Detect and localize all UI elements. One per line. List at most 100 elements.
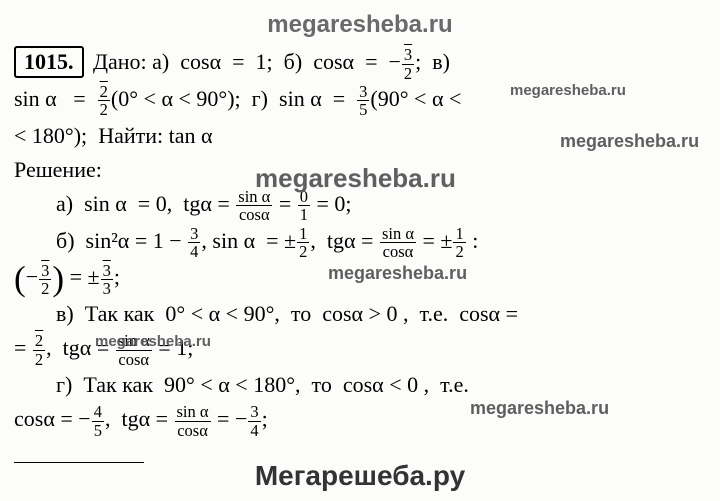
problem-number: 1015. [14, 46, 84, 78]
part-v-label: в) [432, 49, 450, 74]
deg0: 0° [165, 301, 185, 326]
expr: = [217, 406, 229, 431]
den2: 2 [297, 243, 309, 260]
expr: 0 [407, 372, 418, 397]
watermark-top: megaresheba.ru [14, 6, 706, 43]
lt: < [191, 301, 203, 326]
num1: 1 [297, 225, 309, 243]
alpha: α [218, 372, 230, 397]
den5: 5 [357, 101, 369, 118]
expr: = [361, 228, 373, 253]
expr: 0 [334, 191, 345, 216]
paren-l: ( [14, 259, 26, 298]
expr: = [217, 191, 229, 216]
expr: 1 [153, 228, 164, 253]
numsin: sin α [380, 225, 416, 243]
num3: 3 [248, 403, 260, 421]
sqrt2-num: 2 [100, 82, 108, 101]
den5: 5 [92, 422, 104, 439]
expr: 0 [386, 301, 397, 326]
den2: 2 [33, 351, 45, 368]
line-given-3: < 180°); Найти: tan α [14, 119, 706, 153]
expr: tgα [121, 406, 150, 431]
dencos: cosα [116, 351, 152, 368]
given-label: Дано: [93, 49, 147, 74]
sol-a: а) sin α = 0, tgα = sin αcosα = 01 = 0; [14, 187, 706, 224]
expr: ± [88, 264, 100, 289]
expr: tgα [183, 191, 212, 216]
numsin: sin α [236, 188, 272, 206]
deg180: 180° [253, 372, 295, 397]
sqrt3: 3 [103, 261, 111, 280]
expr: ± [440, 228, 452, 253]
num3: 3 [188, 225, 200, 243]
part-a: а) [56, 191, 73, 216]
expr: = [365, 49, 377, 74]
expr: cosα [313, 49, 354, 74]
lt: < [144, 86, 156, 111]
frac: 35 [357, 83, 369, 119]
line-given-2: sin α = 22(0° < α < 90°); г) sin α = 35(… [14, 82, 706, 119]
frac: 01 [298, 188, 310, 224]
den2: 2 [402, 65, 414, 82]
frac: 32 [402, 46, 414, 82]
expr: = [158, 335, 170, 360]
expr: = [70, 264, 82, 289]
expr: = [138, 191, 150, 216]
paren-r: ) [52, 259, 64, 298]
sqrt3: 3 [41, 261, 49, 280]
since: Так как [85, 301, 155, 326]
den3: 3 [101, 280, 113, 297]
num4: 4 [92, 403, 104, 421]
sol-b-2: (−32) = ±33; [14, 260, 706, 297]
expr: = [14, 335, 26, 360]
deg0: 0° [118, 86, 138, 111]
alpha: α [209, 301, 221, 326]
expr: = [266, 228, 278, 253]
lt: < [14, 123, 26, 148]
expr: = [135, 228, 147, 253]
frac: 34 [248, 403, 260, 439]
sol-v-2: = 22, tgα = sin αcosα = 1; [14, 331, 706, 368]
expr: − [388, 49, 400, 74]
dencos: cosα [236, 206, 272, 223]
den4: 4 [248, 422, 260, 439]
frac: 22 [33, 332, 45, 368]
lt: < [178, 86, 190, 111]
expr: = [279, 191, 291, 216]
expr: = [60, 406, 72, 431]
sol-v-1: в) Так как 0° < α < 90°, то cosα > 0 , т… [14, 297, 706, 331]
num3: 3 [357, 83, 369, 101]
lt: < [414, 86, 426, 111]
solution-body: megaresheba.ru 1015. Дано: а) cosα = 1; … [0, 0, 720, 439]
sol-g-1: г) Так как 90° < α < 180°, то cosα < 0 ,… [14, 368, 706, 402]
expr: = [156, 406, 168, 431]
gt: > [369, 301, 381, 326]
den2: 2 [453, 243, 465, 260]
lt: < [226, 301, 238, 326]
frac: 33 [101, 262, 113, 298]
solution-label: Решение: [14, 153, 706, 187]
sol-g-2: cosα = −45, tgα = sin αcosα = −34; [14, 402, 706, 439]
expr: cosα [14, 406, 55, 431]
expr: tgα [327, 228, 356, 253]
expr: sin α [212, 228, 255, 253]
lt: < [449, 86, 461, 111]
find-label: Найти: [98, 123, 163, 148]
expr: sin α [84, 191, 127, 216]
expr: cosα [180, 49, 221, 74]
expr: = [422, 228, 434, 253]
frac: 22 [98, 83, 110, 119]
frac: sin αcosα [175, 403, 211, 439]
then: то [312, 372, 332, 397]
den2: 2 [98, 101, 110, 118]
part-g: г) [56, 372, 72, 397]
expr: cosα [343, 372, 384, 397]
alpha: α [161, 86, 173, 111]
deg90: 90° [196, 86, 227, 111]
deg90: 90° [164, 372, 195, 397]
frac: 12 [453, 225, 465, 261]
frac: 34 [188, 225, 200, 261]
expr: = [73, 86, 85, 111]
part-b-label: б) [284, 49, 303, 74]
